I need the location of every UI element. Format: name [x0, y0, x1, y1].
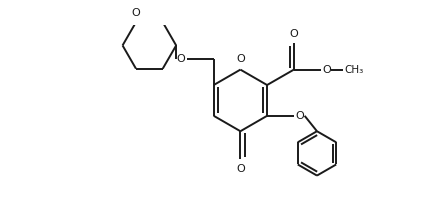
Text: O: O — [177, 54, 185, 64]
Text: O: O — [131, 8, 140, 18]
Text: O: O — [236, 54, 245, 64]
Text: CH₃: CH₃ — [344, 65, 364, 75]
Text: O: O — [296, 111, 304, 121]
Text: O: O — [236, 163, 245, 173]
Text: O: O — [322, 65, 331, 75]
Text: O: O — [290, 29, 298, 39]
